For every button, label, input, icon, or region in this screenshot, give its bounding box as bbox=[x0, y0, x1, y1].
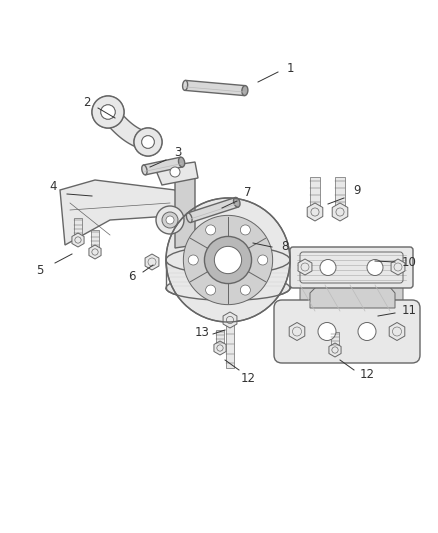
Ellipse shape bbox=[142, 165, 147, 175]
Circle shape bbox=[301, 263, 309, 271]
Text: 9: 9 bbox=[353, 184, 361, 198]
Polygon shape bbox=[223, 312, 237, 328]
Circle shape bbox=[142, 136, 154, 148]
Circle shape bbox=[166, 198, 290, 322]
Polygon shape bbox=[289, 322, 305, 341]
Ellipse shape bbox=[187, 213, 192, 223]
Text: 7: 7 bbox=[244, 187, 252, 199]
Circle shape bbox=[311, 208, 319, 216]
Polygon shape bbox=[389, 322, 405, 341]
Polygon shape bbox=[74, 218, 82, 240]
Text: 11: 11 bbox=[402, 303, 417, 317]
Circle shape bbox=[156, 206, 184, 234]
Polygon shape bbox=[331, 332, 339, 350]
Polygon shape bbox=[72, 233, 84, 247]
Polygon shape bbox=[101, 106, 151, 150]
Polygon shape bbox=[185, 80, 245, 95]
Circle shape bbox=[205, 285, 215, 295]
Circle shape bbox=[101, 105, 115, 119]
Circle shape bbox=[240, 285, 251, 295]
Circle shape bbox=[75, 237, 81, 243]
Text: 3: 3 bbox=[174, 147, 182, 159]
Polygon shape bbox=[329, 343, 341, 357]
Circle shape bbox=[336, 208, 344, 216]
Polygon shape bbox=[307, 203, 323, 221]
Text: 1: 1 bbox=[286, 61, 294, 75]
Circle shape bbox=[92, 249, 98, 255]
Circle shape bbox=[166, 216, 174, 224]
Text: 10: 10 bbox=[402, 255, 417, 269]
Text: 6: 6 bbox=[128, 271, 136, 284]
Circle shape bbox=[184, 215, 272, 305]
Circle shape bbox=[217, 345, 223, 351]
Polygon shape bbox=[175, 165, 195, 248]
FancyBboxPatch shape bbox=[274, 300, 420, 363]
Circle shape bbox=[332, 347, 338, 353]
Circle shape bbox=[101, 105, 115, 119]
Circle shape bbox=[214, 246, 242, 273]
Circle shape bbox=[92, 96, 124, 128]
Polygon shape bbox=[332, 203, 348, 221]
Circle shape bbox=[318, 322, 336, 341]
Circle shape bbox=[205, 225, 215, 235]
Circle shape bbox=[258, 255, 268, 265]
Polygon shape bbox=[187, 198, 238, 222]
Polygon shape bbox=[91, 230, 99, 252]
Text: 12: 12 bbox=[240, 372, 255, 384]
Text: 8: 8 bbox=[281, 240, 289, 254]
Circle shape bbox=[170, 167, 180, 177]
Polygon shape bbox=[226, 320, 234, 368]
Circle shape bbox=[320, 260, 336, 276]
Polygon shape bbox=[216, 330, 224, 348]
Polygon shape bbox=[155, 162, 198, 185]
Circle shape bbox=[394, 263, 402, 271]
Circle shape bbox=[226, 317, 233, 324]
Ellipse shape bbox=[166, 276, 290, 301]
Polygon shape bbox=[60, 180, 185, 245]
Ellipse shape bbox=[178, 157, 185, 167]
Polygon shape bbox=[214, 341, 226, 355]
Text: 13: 13 bbox=[194, 326, 209, 338]
Circle shape bbox=[142, 136, 154, 148]
Circle shape bbox=[392, 327, 402, 336]
Circle shape bbox=[240, 225, 251, 235]
Circle shape bbox=[134, 128, 162, 156]
Ellipse shape bbox=[183, 80, 187, 91]
Polygon shape bbox=[335, 177, 345, 212]
Polygon shape bbox=[310, 177, 320, 212]
Text: 12: 12 bbox=[360, 368, 374, 382]
Circle shape bbox=[148, 258, 156, 266]
Polygon shape bbox=[145, 254, 159, 270]
Circle shape bbox=[367, 260, 383, 276]
Text: 2: 2 bbox=[83, 95, 91, 109]
Circle shape bbox=[134, 128, 162, 156]
Ellipse shape bbox=[242, 86, 248, 95]
Circle shape bbox=[188, 255, 198, 265]
Polygon shape bbox=[310, 285, 395, 308]
Circle shape bbox=[92, 96, 124, 128]
Polygon shape bbox=[391, 259, 405, 275]
Ellipse shape bbox=[166, 246, 290, 274]
Ellipse shape bbox=[233, 197, 240, 207]
Polygon shape bbox=[143, 157, 183, 175]
FancyBboxPatch shape bbox=[290, 247, 413, 288]
Polygon shape bbox=[298, 259, 312, 275]
Polygon shape bbox=[89, 245, 101, 259]
Circle shape bbox=[205, 237, 251, 284]
Circle shape bbox=[162, 212, 178, 228]
Polygon shape bbox=[300, 285, 403, 313]
Text: 5: 5 bbox=[36, 263, 44, 277]
Text: 4: 4 bbox=[49, 180, 57, 192]
Circle shape bbox=[293, 327, 301, 336]
Circle shape bbox=[358, 322, 376, 341]
